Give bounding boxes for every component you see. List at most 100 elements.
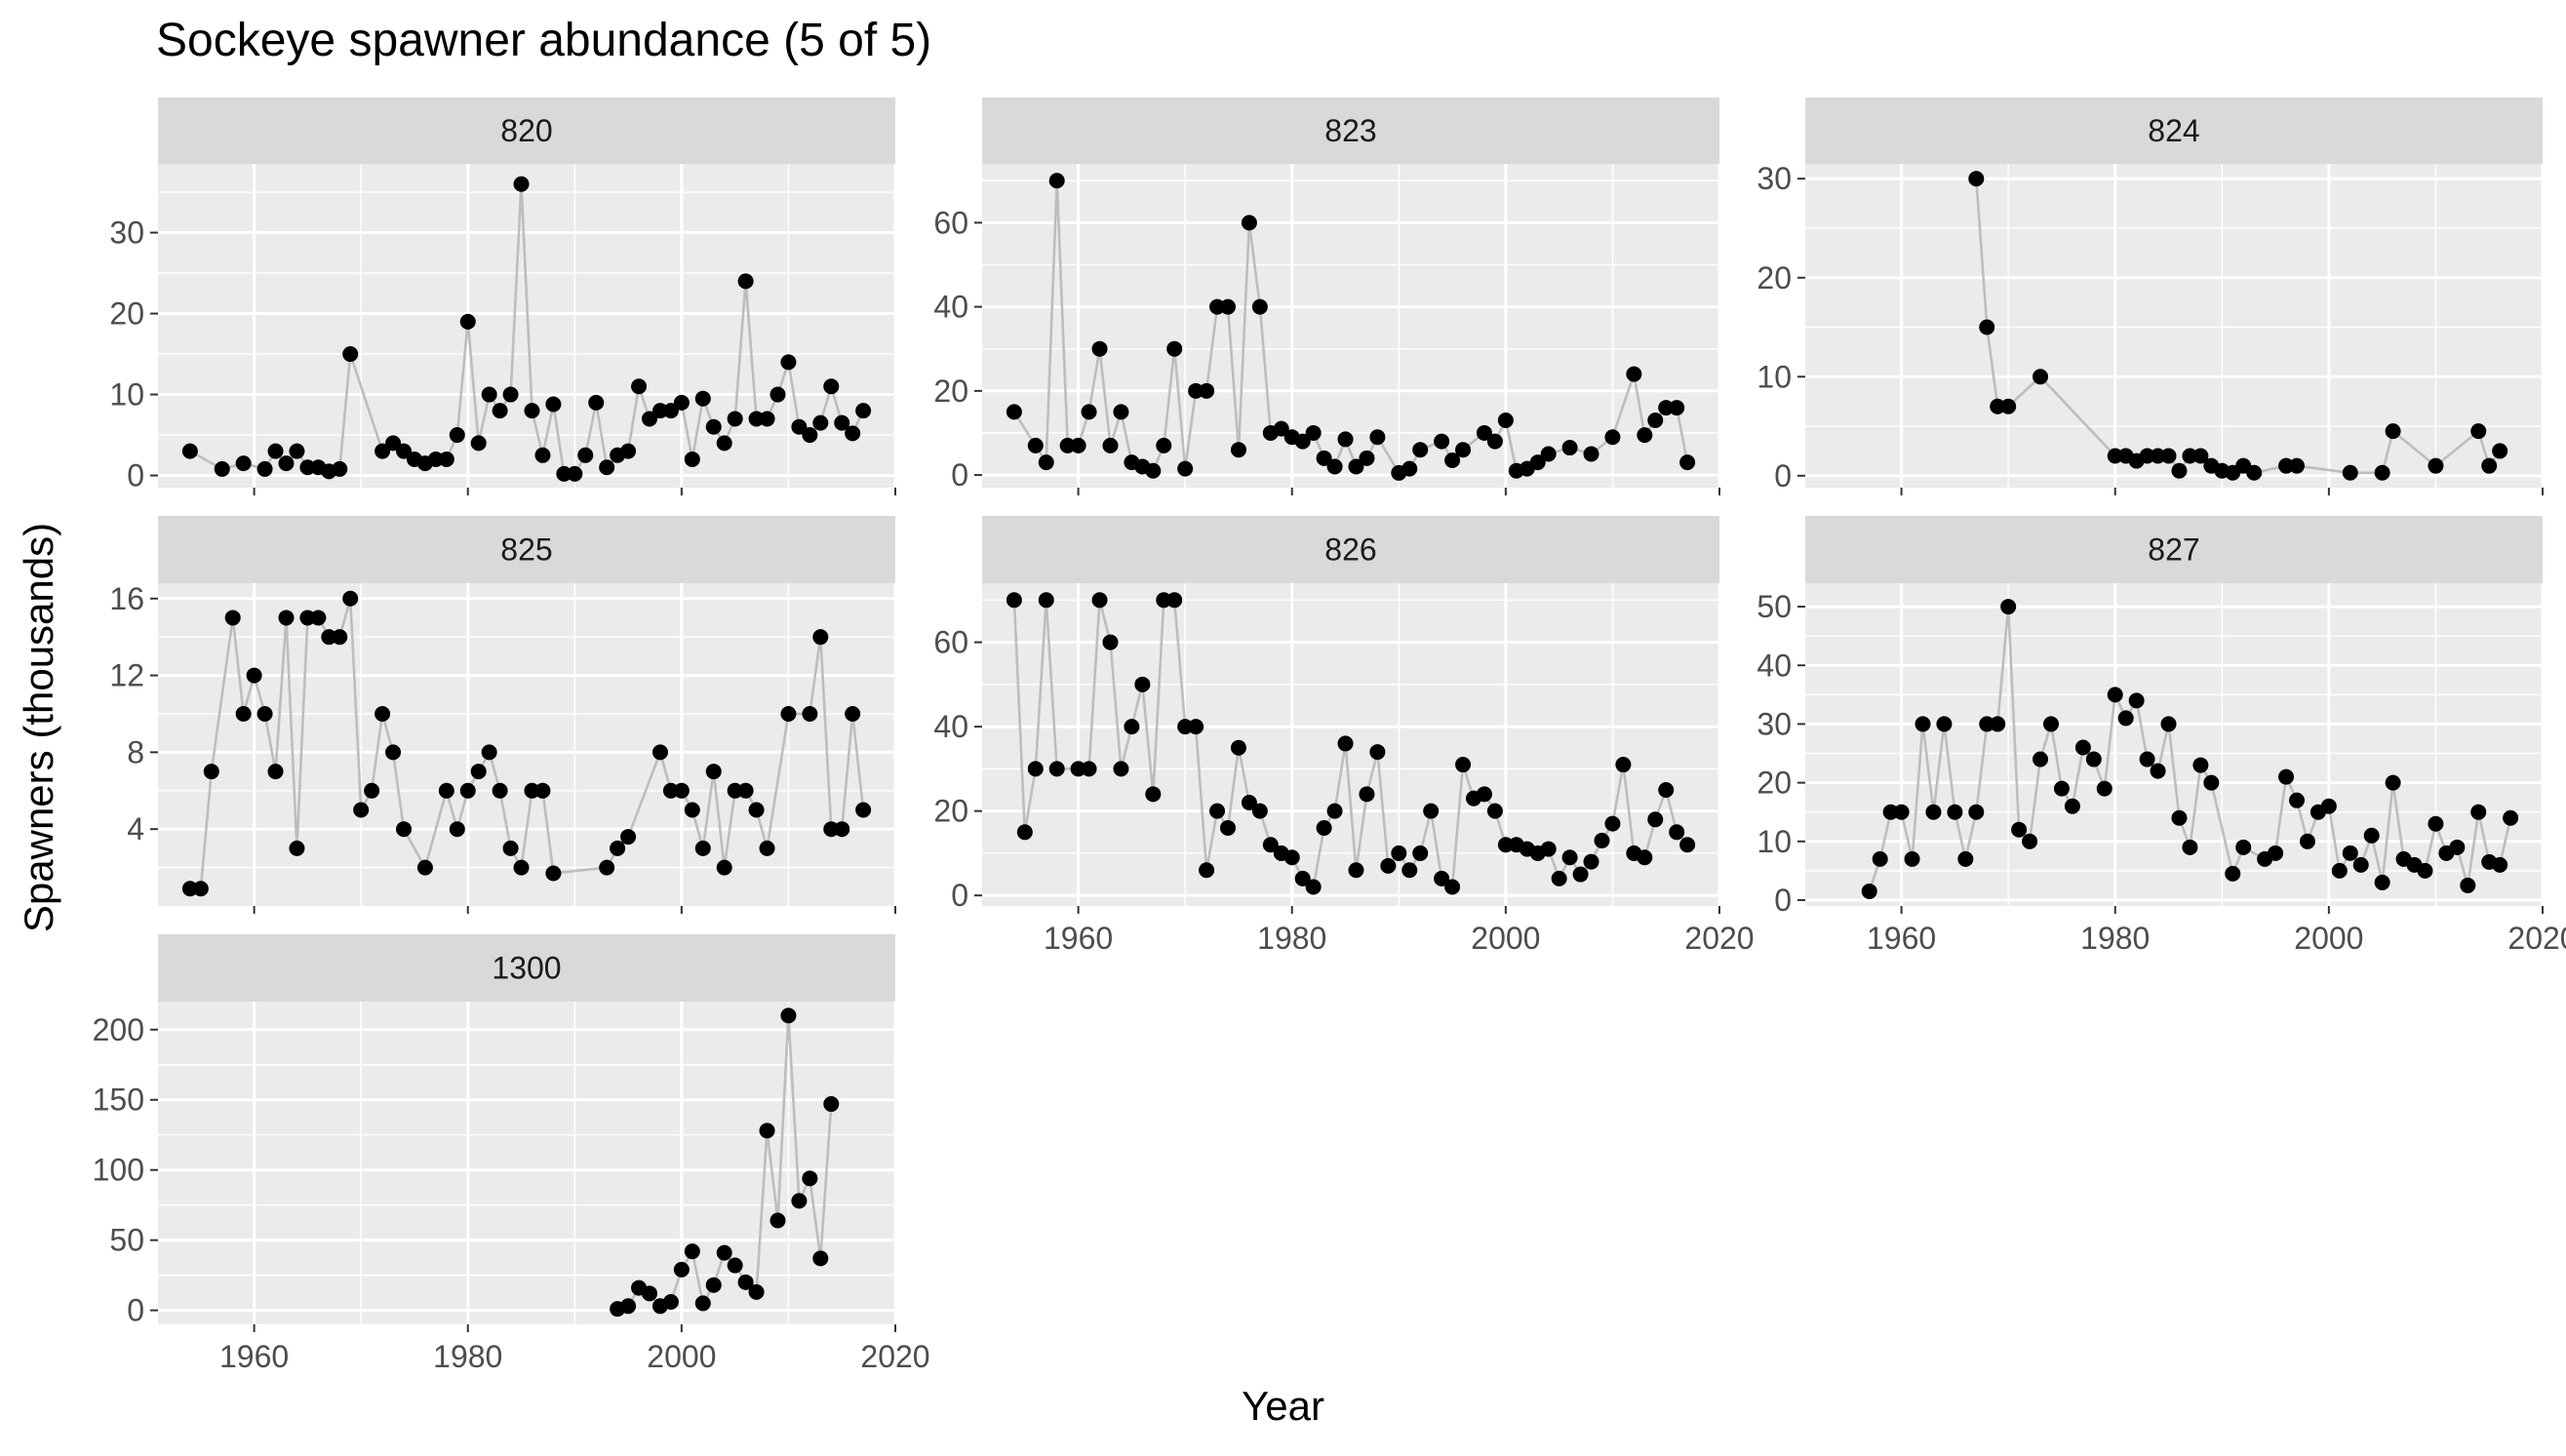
y-tick-label: 12 [109,658,144,693]
facet-strip [1805,98,2543,164]
data-point [673,782,690,799]
data-point [620,443,637,459]
data-point [289,840,305,856]
data-point [1637,427,1653,444]
data-point [1081,404,1097,420]
data-point [524,782,540,799]
data-point [1434,870,1450,886]
data-point [2374,464,2390,481]
data-point [1199,382,1215,399]
x-tick-label: 1980 [433,1339,502,1374]
data-point [1209,803,1226,819]
data-point [1925,804,1942,820]
data-point [459,313,476,330]
y-tick-label: 20 [933,374,968,409]
data-point [1583,446,1599,462]
data-point [2268,845,2284,861]
facet-strip [982,98,1719,164]
data-point [545,865,562,882]
data-point [1006,592,1022,609]
y-tick-label: 30 [1757,161,1792,196]
data-point [385,744,402,761]
data-point [2428,457,2444,474]
data-point [2470,423,2487,440]
data-point [492,403,508,419]
data-point [470,435,487,452]
x-tick-label: 2020 [860,1339,929,1374]
data-point [1305,424,1322,441]
data-point [2235,839,2252,855]
data-point [1220,298,1236,315]
data-point [673,394,690,411]
data-point [812,629,829,646]
data-point [1637,849,1653,866]
data-point [2107,687,2123,703]
data-point [2503,809,2519,826]
data-point [1915,716,1931,732]
data-point [662,403,679,419]
data-point [2352,856,2369,873]
data-point [684,451,700,467]
data-point [1199,862,1215,879]
data-point [332,460,348,477]
data-point [257,705,273,722]
data-point [599,459,615,476]
data-point [1594,832,1610,848]
data-point [1412,845,1429,861]
x-tick-label: 1960 [1867,921,1936,956]
data-point [246,667,262,684]
data-point [577,447,594,463]
data-point [1059,437,1076,453]
data-point [1091,592,1108,609]
facet-823: 823 0 20 40 60 [933,98,1721,495]
data-point [1583,853,1599,870]
data-point [651,744,668,761]
data-point [1529,454,1546,471]
facet-panel [1805,583,2543,906]
y-tick-label: 200 [93,1012,144,1047]
data-point [1497,413,1514,429]
x-tick-label: 1980 [2080,921,2150,956]
data-point [1241,215,1257,231]
data-point [2342,464,2358,481]
data-point [299,459,316,476]
data-point [1604,815,1621,832]
data-point [2225,865,2241,882]
data-point [662,1293,679,1310]
data-point [1166,592,1183,609]
facet-strip-label: 824 [2148,113,2199,148]
data-point [684,802,700,818]
facet-820: 820 0 10 20 30 [109,98,897,495]
data-point [2246,464,2263,481]
data-point [748,1283,765,1300]
data-point [1679,837,1696,853]
data-point [396,821,412,838]
data-point [545,396,562,413]
data-point [780,1007,797,1024]
data-point [427,451,444,467]
data-point [1188,382,1204,399]
data-point [1316,819,1332,836]
y-tick-label: 20 [109,296,144,332]
data-point [1027,761,1044,777]
data-point [2000,398,2017,414]
data-point [1486,433,1503,450]
data-point [1016,824,1033,841]
data-point [770,386,786,403]
data-point [1091,340,1108,357]
data-point [1337,735,1354,752]
data-point [2331,862,2348,879]
data-point [1380,857,1397,874]
x-tick-label: 2000 [1471,921,1540,956]
data-point [1326,458,1343,475]
data-point [1134,676,1151,692]
data-point [631,378,648,395]
data-point [459,782,476,799]
facet-825: 825 4 8 12 16 [109,516,897,914]
data-point [759,1122,775,1139]
data-point [2278,457,2295,474]
data-point [1294,433,1311,450]
data-point [834,414,850,431]
data-point [1936,716,1953,732]
data-point [342,346,359,363]
